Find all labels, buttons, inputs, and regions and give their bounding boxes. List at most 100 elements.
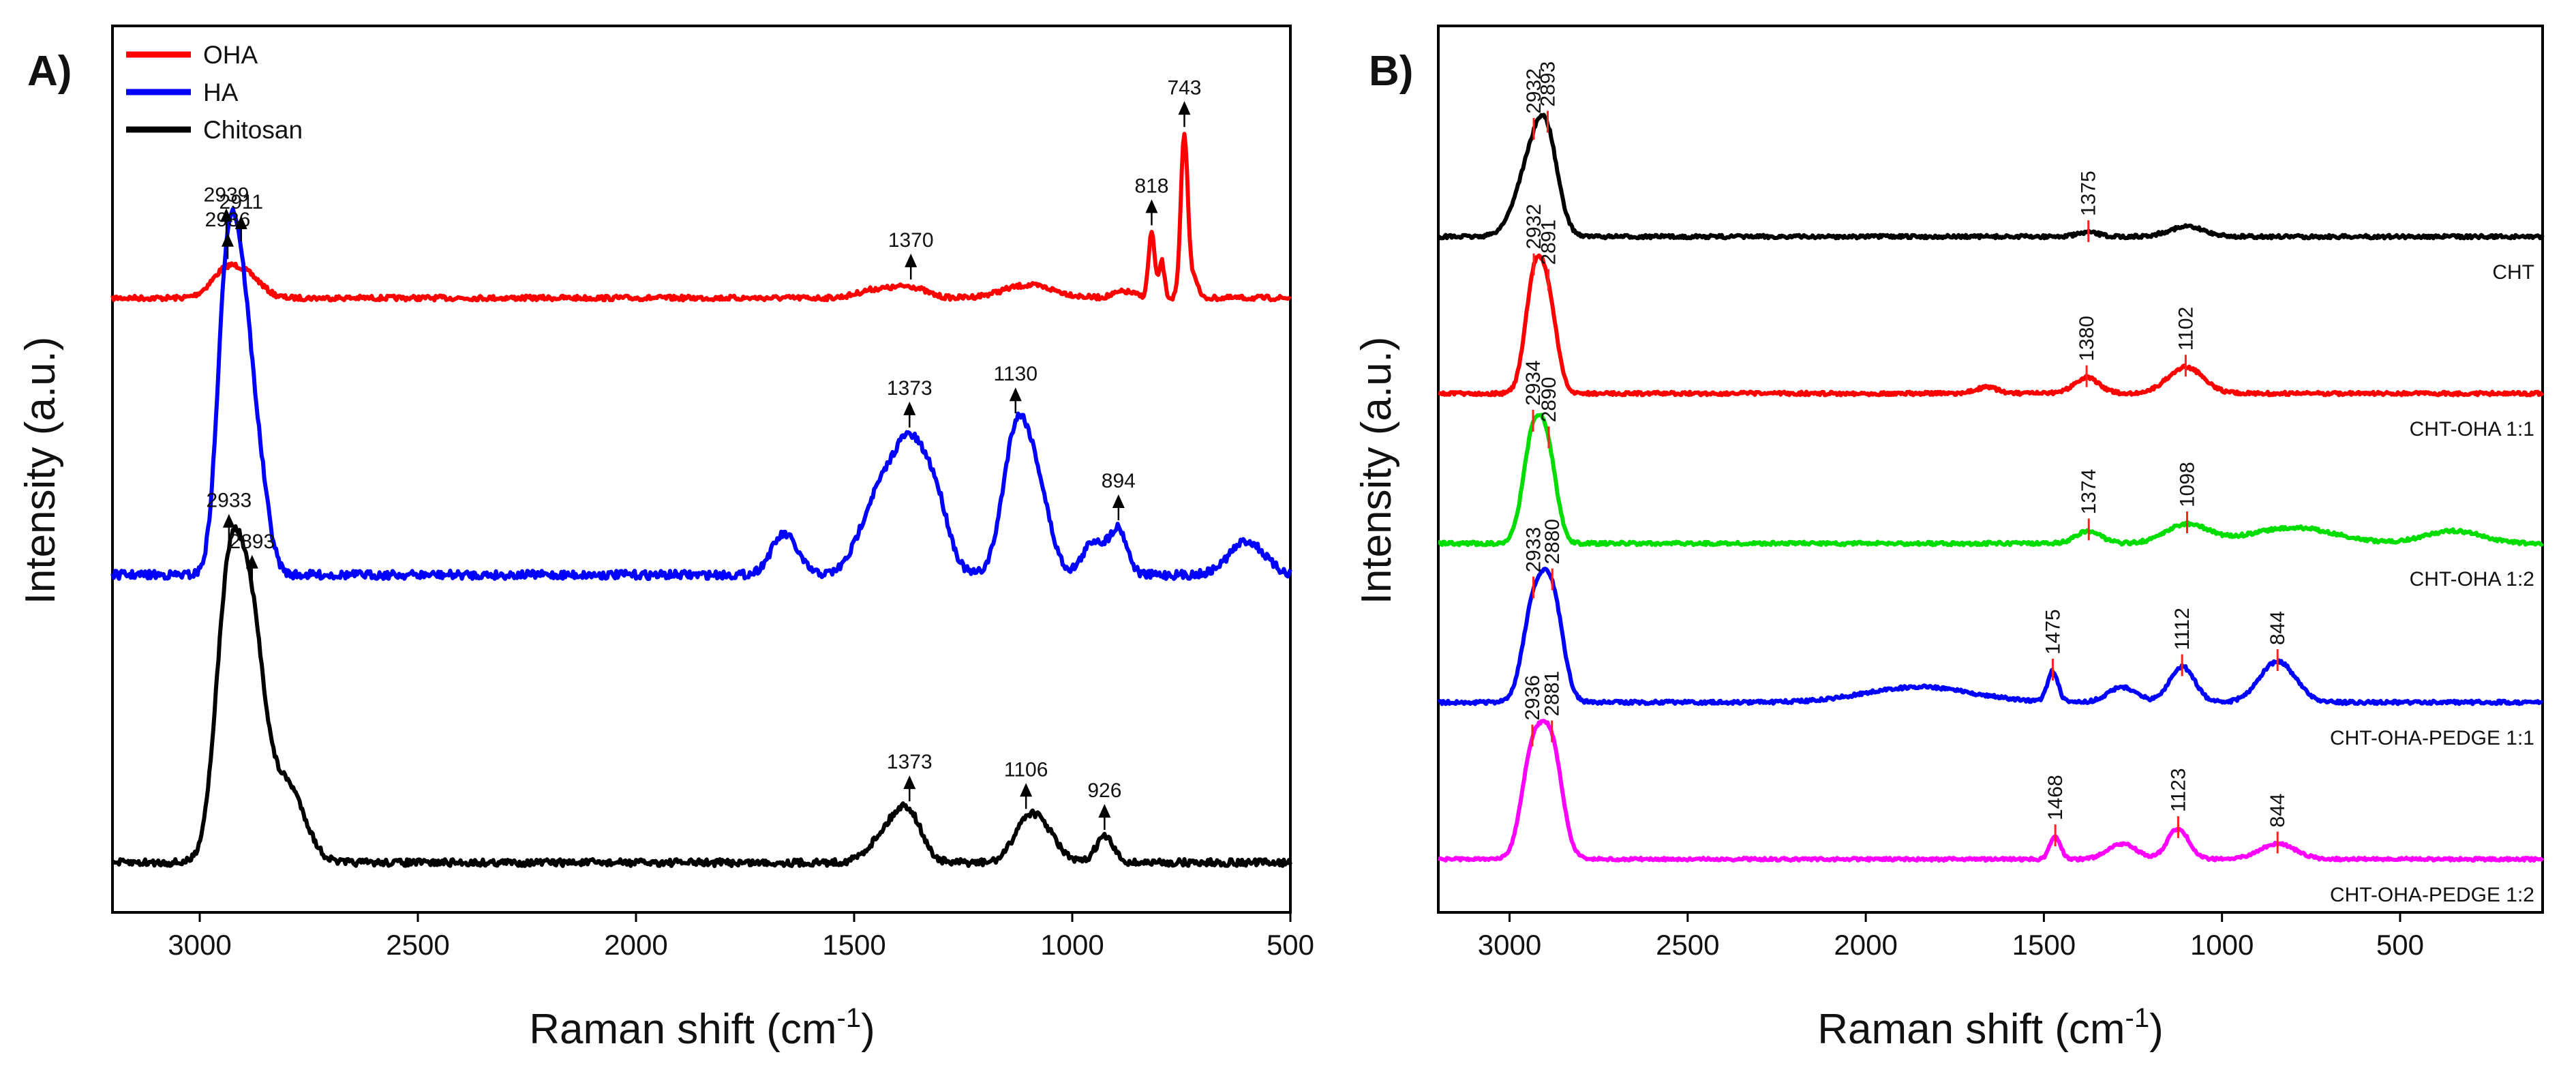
x-tick-label-1500: 1500 xyxy=(2012,929,2076,961)
panel-b-x-axis-title-sup: -1 xyxy=(2125,1003,2150,1033)
peak-label-cht-oha-1-1-2891: 2891 xyxy=(1537,220,1560,265)
peak-label-cht-oha-pedge-1-2-844: 844 xyxy=(2267,793,2289,827)
panel-b-label: B) xyxy=(1369,48,1413,95)
peak-label-cht-1375: 1375 xyxy=(2078,170,2100,216)
peak-label-ha-2939: 2939 xyxy=(204,183,249,206)
peak-arrow-ha-1373 xyxy=(903,401,916,415)
panel-b-x-axis-title-end: ) xyxy=(2149,1006,2164,1053)
peak-label-cht-oha-pedge-1-2-2936: 2936 xyxy=(1521,675,1544,721)
series-line-cht-oha-pedge-1-2 xyxy=(1437,719,2545,863)
peak-arrow-oha-743 xyxy=(1178,101,1191,115)
x-tick-label-1000: 1000 xyxy=(1040,929,1104,961)
peak-arrow-chitosan-2933 xyxy=(222,513,235,528)
peak-label-cht-oha-pedge-1-1-2880: 2880 xyxy=(1541,519,1564,565)
panel-a-frame xyxy=(111,25,1292,914)
peak-label-cht-2932: 2932 xyxy=(1523,68,1545,114)
peak-label-cht-oha-1-2-1374: 1374 xyxy=(2078,469,2100,515)
peak-arrow-chitosan-926 xyxy=(1098,803,1111,818)
peak-arrow-ha-2939 xyxy=(220,208,233,222)
peak-label-cht-oha-pedge-1-2-1468: 1468 xyxy=(2044,775,2067,820)
x-tick-label-2000: 2000 xyxy=(1834,929,1897,961)
peak-arrow-ha-894 xyxy=(1112,494,1125,508)
panel-b-x-axis-title-main: Raman shift (cm xyxy=(1817,1006,2125,1053)
x-tick-label-2500: 2500 xyxy=(1656,929,1719,961)
trace-label-cht-oha-pedge-1-2: CHT-OHA-PEDGE 1:2 xyxy=(2330,884,2534,906)
panel-b-y-axis-title: Intensity (a.u.) xyxy=(1353,337,1400,605)
panel-a-x-axis-title-sup: -1 xyxy=(837,1003,862,1033)
peak-label-oha-743: 743 xyxy=(1167,76,1201,99)
x-tick-label-3000: 3000 xyxy=(1478,929,1541,961)
peak-label-cht-oha-pedge-1-1-2933: 2933 xyxy=(1523,527,1545,573)
panel-a-peak-labels: 2936137081874329392911137311308942933289… xyxy=(204,76,1202,830)
peak-label-chitosan-926: 926 xyxy=(1087,779,1121,802)
panel-b-trace-labels: CHT CHT-OHA 1:1 CHT-OHA 1:2 CHT-OHA-PEDGE 1… xyxy=(2330,261,2534,906)
panel-a-y-axis-title: Intensity (a.u.) xyxy=(17,337,64,605)
peak-label-ha-1130: 1130 xyxy=(994,363,1038,385)
panel-a-x-axis-title-main: Raman shift (cm xyxy=(529,1006,836,1053)
series-line-ha xyxy=(110,207,1292,581)
x-tick-label-1000: 1000 xyxy=(2190,929,2254,961)
peak-arrow-chitosan-2893 xyxy=(245,554,258,569)
panel-a-x-axis-title: Raman shift (cm-1) xyxy=(529,1003,875,1053)
peak-label-cht-oha-1-2-1098: 1098 xyxy=(2176,462,2198,507)
peak-arrow-ha-2911 xyxy=(234,215,247,230)
series-line-oha xyxy=(110,132,1292,303)
panel-a-traces xyxy=(110,132,1292,868)
peak-label-cht-oha-pedge-1-2-1123: 1123 xyxy=(2167,768,2189,812)
legend-label-oha: OHA xyxy=(203,41,258,69)
peak-label-cht-oha-pedge-1-1-1112: 1112 xyxy=(2171,608,2194,650)
trace-label-cht-oha-pedge-1-1: CHT-OHA-PEDGE 1:1 xyxy=(2330,727,2534,749)
peak-arrow-chitosan-1373 xyxy=(903,775,916,790)
peak-label-oha-818: 818 xyxy=(1134,175,1168,197)
peak-arrow-chitosan-1106 xyxy=(1020,783,1033,797)
x-tick-label-500: 500 xyxy=(1267,929,1314,961)
trace-label-cht-oha-1-2: CHT-OHA 1:2 xyxy=(2410,568,2534,591)
series-line-cht-oha-1-2 xyxy=(1437,413,2545,548)
panel-a: A) 2936137081874329392911137311308942933… xyxy=(17,25,1314,1053)
x-tick-label-2500: 2500 xyxy=(386,929,449,961)
panel-a-legend: OHA HA Chitosan xyxy=(126,41,303,144)
peak-label-cht-oha-pedge-1-2-2881: 2881 xyxy=(1541,671,1564,717)
x-tick-label-2000: 2000 xyxy=(604,929,667,961)
peak-label-cht-oha-1-2-2890: 2890 xyxy=(1538,377,1560,423)
peak-label-cht-oha-1-2-2934: 2934 xyxy=(1522,360,1545,406)
panel-b-x-axis-title: Raman shift (cm-1) xyxy=(1817,1003,2164,1053)
peak-label-cht-oha-pedge-1-1-1475: 1475 xyxy=(2042,609,2064,655)
x-tick-label-500: 500 xyxy=(2376,929,2424,961)
peak-label-chitosan-2893: 2893 xyxy=(229,531,275,553)
peak-label-oha-1370: 1370 xyxy=(888,229,934,252)
peak-label-cht-oha-pedge-1-1-844: 844 xyxy=(2267,611,2289,645)
panel-a-x-axis-title-end: ) xyxy=(861,1006,875,1053)
peak-arrow-oha-818 xyxy=(1145,199,1158,213)
peak-label-chitosan-1373: 1373 xyxy=(887,751,933,773)
peak-label-ha-1373: 1373 xyxy=(887,377,933,400)
peak-label-ha-894: 894 xyxy=(1102,470,1136,492)
peak-label-cht-oha-1-1-2932: 2932 xyxy=(1523,204,1545,250)
x-tick-label-1500: 1500 xyxy=(822,929,885,961)
peak-arrow-oha-1370 xyxy=(905,253,918,267)
peak-label-cht-oha-1-1-1380: 1380 xyxy=(2076,316,2098,361)
panel-b-x-ticks: 3000 2500 2000 1500 1000 500 xyxy=(1478,912,2424,961)
peak-label-cht-2893: 2893 xyxy=(1536,61,1559,107)
panel-b-frame xyxy=(1437,25,2544,914)
series-line-cht-oha-1-1 xyxy=(1437,253,2545,398)
trace-label-cht: CHT xyxy=(2492,261,2534,284)
peak-label-cht-oha-1-1-1102: 1102 xyxy=(2175,307,2197,351)
series-line-cht-oha-pedge-1-1 xyxy=(1437,567,2544,706)
panel-a-label: A) xyxy=(27,48,72,95)
peak-arrow-oha-2936 xyxy=(221,233,234,247)
legend-label-chitosan: Chitosan xyxy=(203,116,303,144)
panel-b-traces xyxy=(1437,113,2545,863)
x-tick-label-3000: 3000 xyxy=(168,929,231,961)
series-line-chitosan xyxy=(110,524,1292,868)
panel-a-x-ticks: 3000 2500 2000 1500 1000 500 xyxy=(168,912,1314,961)
peak-arrow-ha-1130 xyxy=(1009,387,1022,402)
peak-label-ha-2911: 2911 xyxy=(219,191,264,213)
peak-label-chitosan-1106: 1106 xyxy=(1004,758,1048,781)
legend-label-ha: HA xyxy=(203,78,239,106)
peak-label-chitosan-2933: 2933 xyxy=(207,490,252,512)
trace-label-cht-oha-1-1: CHT-OHA 1:1 xyxy=(2410,418,2534,441)
